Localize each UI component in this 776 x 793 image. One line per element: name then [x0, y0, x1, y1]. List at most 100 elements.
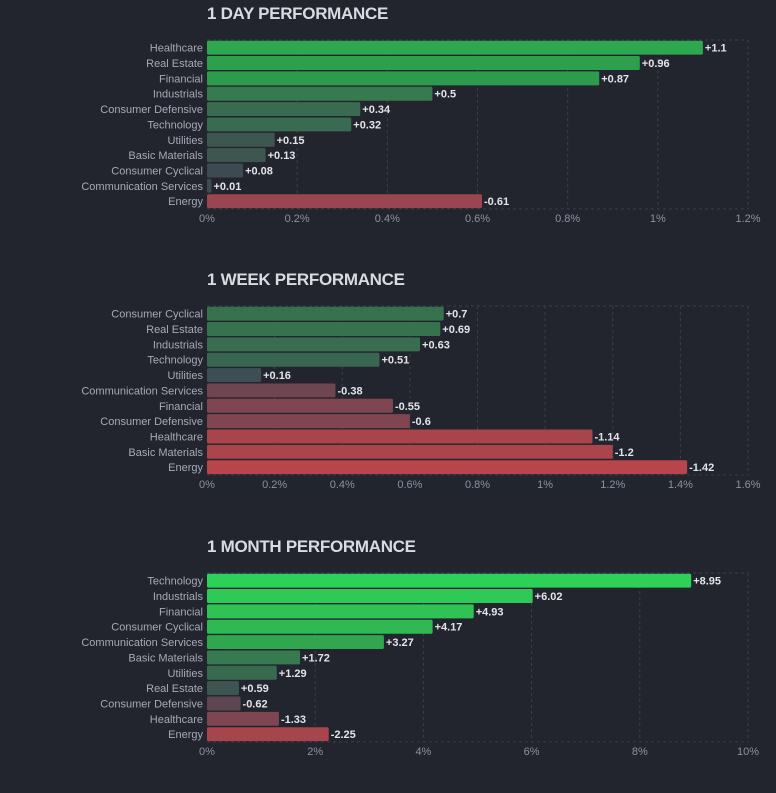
- bar: [207, 306, 444, 321]
- value-label: +8.95: [693, 576, 721, 588]
- bar: [207, 681, 239, 696]
- chart-title: 1 DAY PERFORMANCE: [207, 4, 388, 23]
- category-label: Consumer Defensive: [100, 104, 203, 116]
- bar: [207, 56, 640, 70]
- value-label: -0.6: [412, 416, 431, 428]
- category-label: Communication Services: [81, 637, 203, 649]
- bar-chart: 0% 0.2% 0.4% 0.6% 0.8% 1% 1.2% Healthcare +1.1 Re…: [81, 39, 761, 225]
- x-tick-label: 1.6%: [735, 479, 760, 491]
- value-label: +0.51: [381, 355, 409, 367]
- value-label: +4.17: [435, 622, 463, 634]
- value-label: +0.96: [642, 58, 670, 70]
- category-label: Industrials: [153, 591, 204, 603]
- value-label: -0.55: [395, 401, 420, 413]
- x-tick-label: 6%: [524, 746, 540, 758]
- bar: [207, 589, 533, 603]
- category-label: Basic Materials: [128, 447, 203, 459]
- x-tick-label: 2%: [307, 746, 323, 758]
- value-label: +1.29: [279, 668, 307, 680]
- bar: [207, 337, 421, 352]
- bar: [207, 117, 352, 132]
- bar-chart: 0% 2% 4% 6% 8% 10% Technology +8.95 Industrials +…: [81, 572, 759, 758]
- bar: [207, 429, 593, 444]
- category-label: Utilities: [168, 370, 204, 382]
- x-tick-label: 1.4%: [668, 479, 693, 491]
- value-label: +0.16: [263, 370, 291, 382]
- category-label: Energy: [168, 196, 203, 208]
- category-label: Utilities: [168, 135, 204, 147]
- category-label: Consumer Cyclical: [111, 165, 203, 177]
- value-label: +1.1: [705, 43, 727, 55]
- bar: [207, 71, 600, 86]
- x-tick-label: 0.2%: [262, 479, 287, 491]
- category-label: Financial: [159, 73, 203, 85]
- bar: [207, 40, 703, 55]
- bar: [207, 711, 279, 726]
- value-label: +0.32: [353, 119, 381, 131]
- chart-title: 1 WEEK PERFORMANCE: [207, 270, 405, 289]
- value-label: +0.15: [277, 135, 305, 147]
- category-label: Technology: [147, 355, 203, 367]
- x-tick-label: 0.6%: [465, 213, 490, 225]
- category-label: Consumer Defensive: [100, 416, 203, 428]
- value-label: -0.62: [243, 698, 268, 710]
- value-label: +0.34: [362, 104, 391, 116]
- bar: [207, 727, 329, 742]
- category-label: Healthcare: [150, 431, 203, 443]
- bar: [207, 163, 244, 178]
- x-tick-label: 0.8%: [555, 213, 580, 225]
- bar: [207, 414, 410, 429]
- chart-1-month: 1 MONTH PERFORMANCE 0% 2% 4% 6% 8% 10% Technol…: [0, 537, 776, 767]
- bar: [207, 86, 433, 101]
- value-label: +3.27: [386, 637, 414, 649]
- bar: [207, 148, 266, 163]
- category-label: Consumer Cyclical: [111, 622, 203, 634]
- bar: [207, 573, 692, 588]
- value-label: -1.33: [281, 714, 306, 726]
- value-label: +0.59: [241, 683, 269, 695]
- value-label: +0.13: [268, 150, 296, 162]
- x-tick-label: 10%: [737, 746, 759, 758]
- value-label: +0.63: [422, 339, 450, 351]
- bar: [207, 665, 277, 680]
- category-label: Real Estate: [146, 58, 203, 70]
- category-label: Consumer Cyclical: [111, 309, 203, 321]
- category-label: Consumer Defensive: [100, 698, 203, 710]
- x-tick-label: 0.8%: [465, 479, 490, 491]
- bar: [207, 383, 336, 398]
- value-label: +0.08: [245, 165, 273, 177]
- value-label: -0.61: [484, 196, 509, 208]
- category-label: Basic Materials: [128, 652, 203, 664]
- chart-1-day: 1 DAY PERFORMANCE 0% 0.2% 0.4% 0.6% 0.8% 1% 1.…: [0, 4, 776, 234]
- chart-title: 1 MONTH PERFORMANCE: [207, 537, 416, 556]
- bar: [207, 132, 275, 147]
- value-label: -2.25: [331, 729, 356, 741]
- bar: [207, 368, 262, 383]
- category-label: Real Estate: [146, 324, 203, 336]
- x-tick-label: 0%: [199, 479, 215, 491]
- bar: [207, 696, 241, 711]
- category-label: Industrials: [153, 89, 204, 101]
- value-label: +4.93: [476, 606, 504, 618]
- category-label: Utilities: [168, 668, 204, 680]
- value-label: +0.01: [214, 181, 242, 193]
- value-label: -1.2: [615, 447, 634, 459]
- value-label: -1.14: [594, 431, 620, 443]
- x-tick-label: 0%: [199, 746, 215, 758]
- bar-chart: 0% 0.2% 0.4% 0.6% 0.8% 1% 1.2% 1.4% 1.6% Consumer…: [81, 305, 761, 491]
- category-label: Financial: [159, 606, 203, 618]
- x-tick-label: 4%: [415, 746, 431, 758]
- x-tick-label: 8%: [632, 746, 648, 758]
- bar: [207, 460, 688, 475]
- value-label: +0.7: [446, 309, 468, 321]
- x-tick-label: 0.6%: [397, 479, 422, 491]
- value-label: +0.87: [601, 73, 629, 85]
- category-label: Communication Services: [81, 181, 203, 193]
- x-tick-label: 0.4%: [330, 479, 355, 491]
- bar: [207, 352, 380, 367]
- value-label: +1.72: [302, 652, 330, 664]
- bar: [207, 322, 441, 336]
- bar: [207, 604, 474, 619]
- category-label: Technology: [147, 119, 203, 131]
- category-label: Real Estate: [146, 683, 203, 695]
